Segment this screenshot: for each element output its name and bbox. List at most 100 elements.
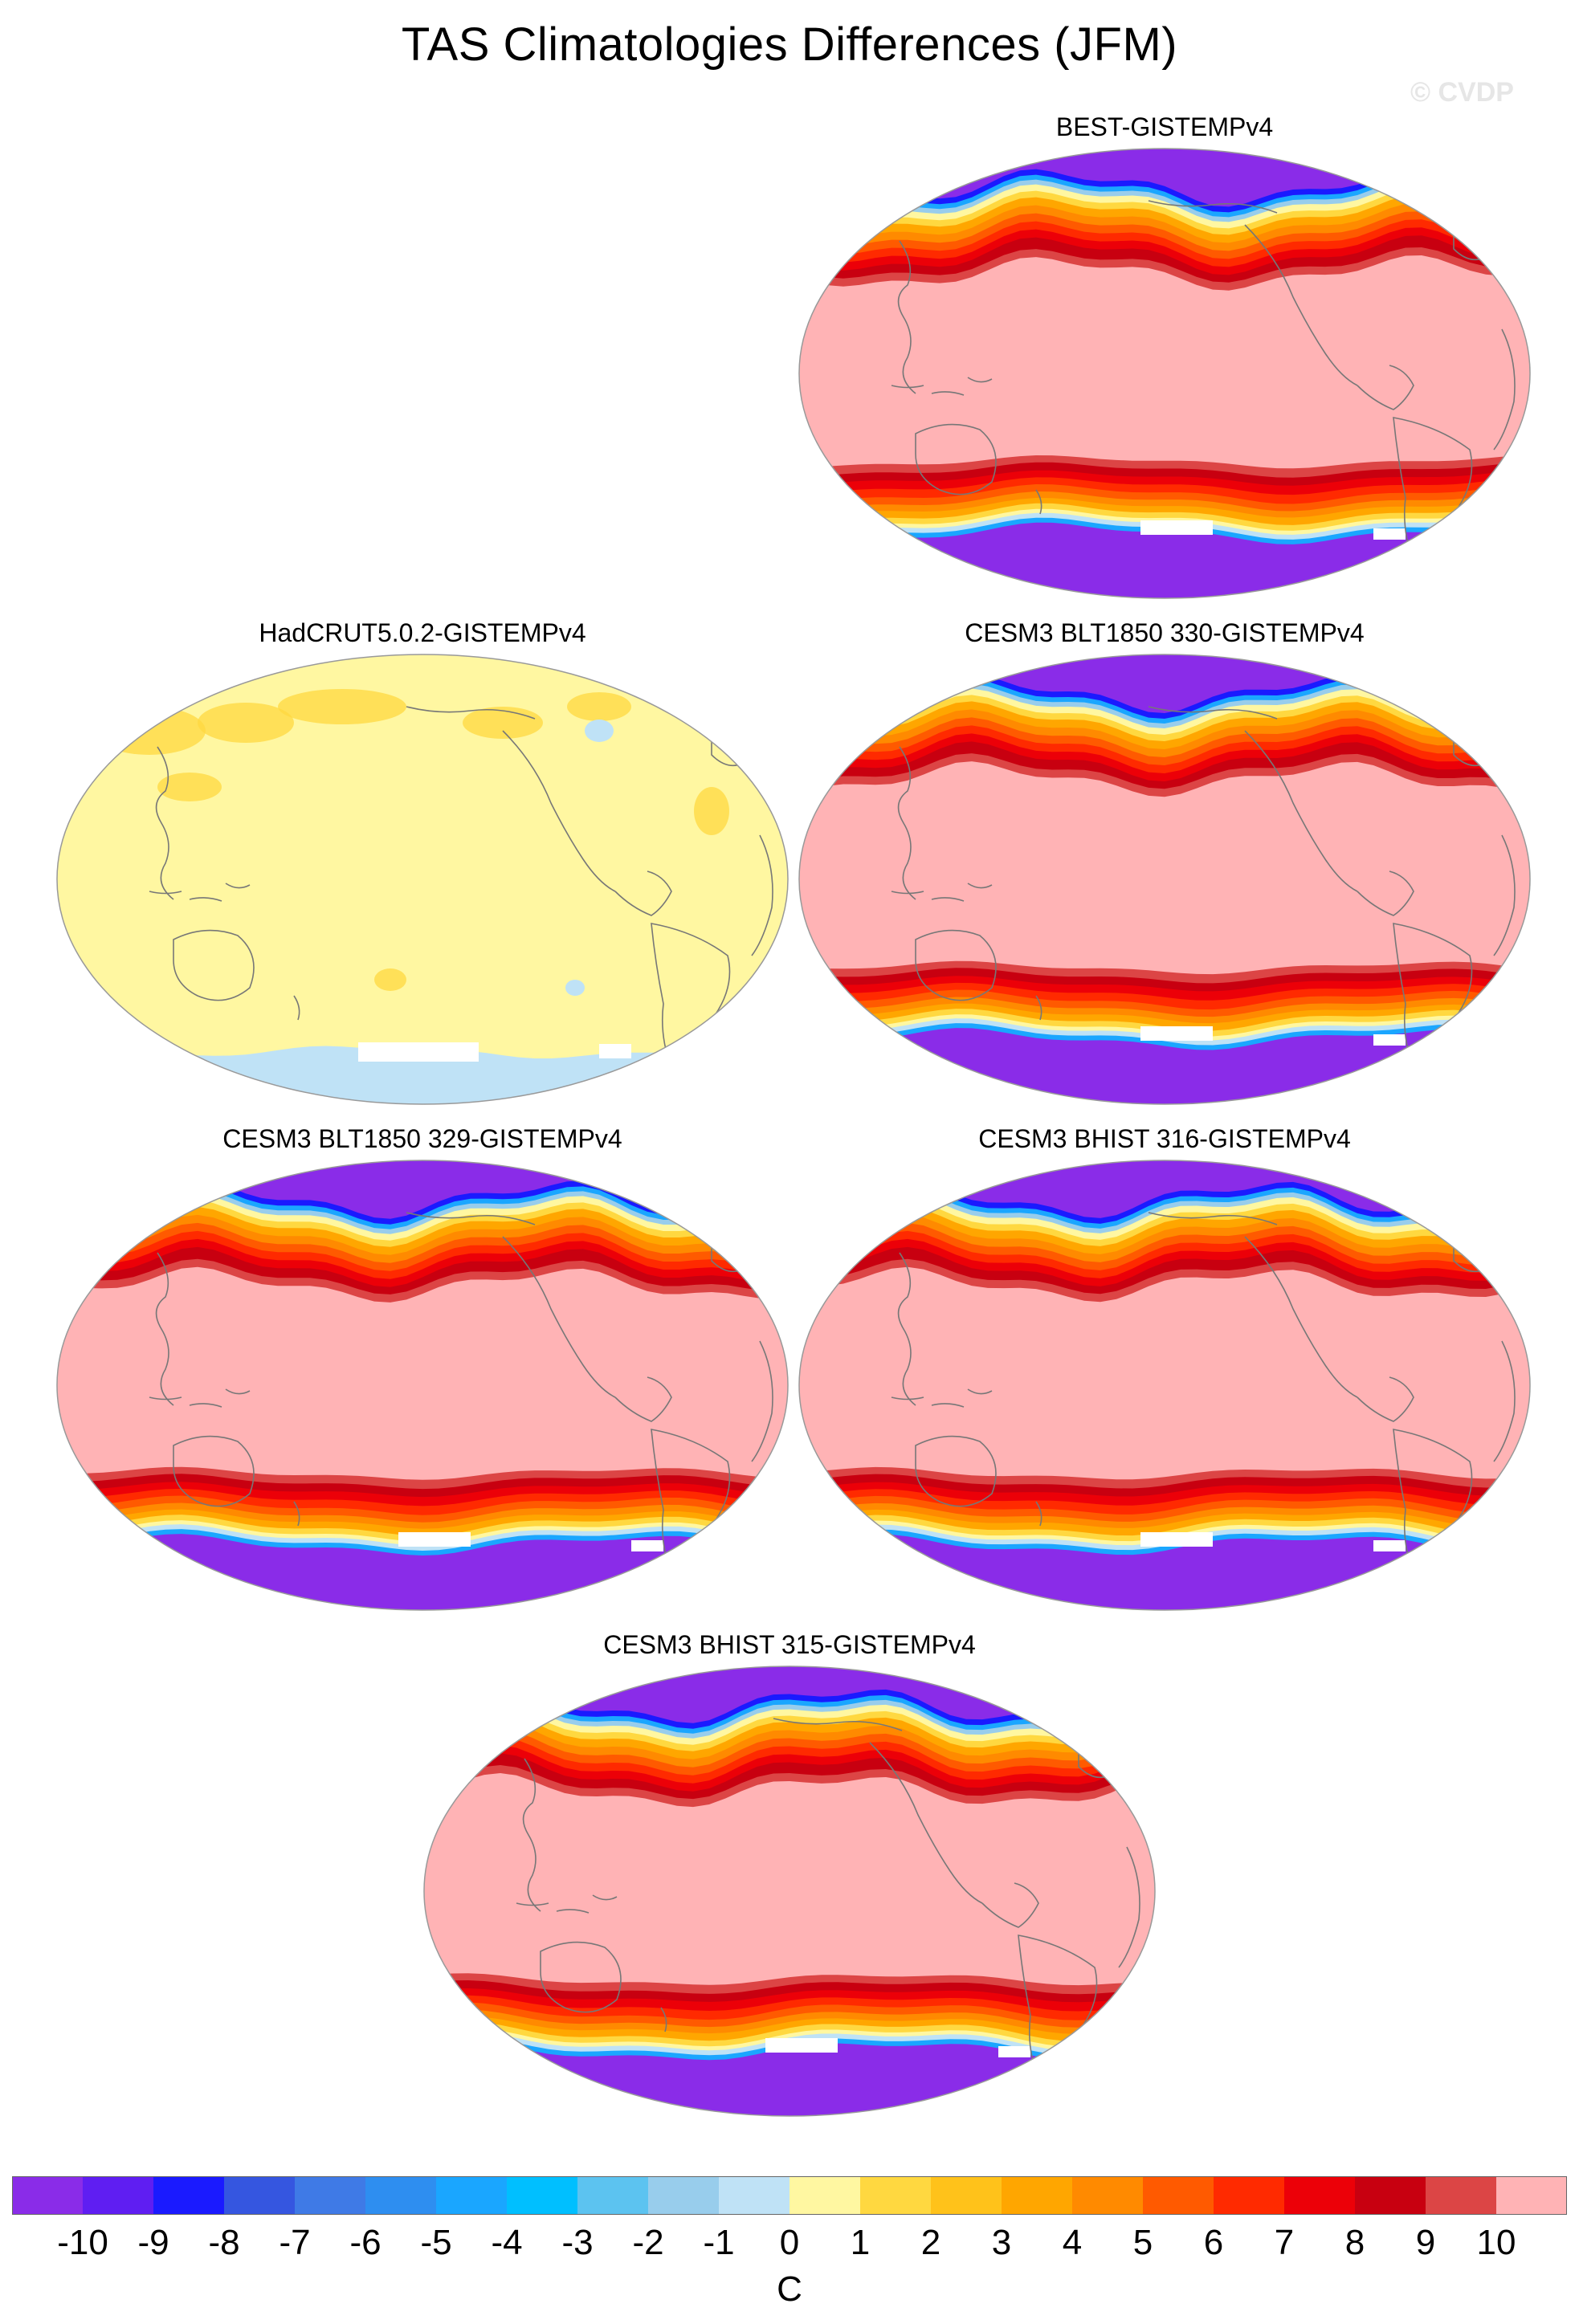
panel-title: CESM3 BLT1850 329-GISTEMPv4: [222, 1124, 622, 1153]
map-outline: [798, 654, 1531, 1105]
colorbar-unit: C: [777, 2269, 802, 2309]
near-zero-background: [57, 654, 788, 1104]
coastline-1: [891, 1388, 993, 1408]
coastline-1: [516, 1894, 618, 1914]
colorbar-tick-label: -2: [632, 2223, 664, 2262]
map-blt329: [56, 1160, 789, 1611]
coastline-4: [502, 1236, 616, 1398]
coastline-9: [751, 834, 773, 956]
coastline-1: [149, 1388, 251, 1408]
colorbar-segment: [719, 2176, 790, 2215]
missing-data: [1373, 1540, 1406, 1551]
coastline-3: [1035, 1501, 1042, 1527]
coastline-2: [915, 929, 997, 1001]
warm-anomaly-2: [278, 689, 406, 724]
colorbar-segment: [1143, 2176, 1214, 2215]
colorbar-tick-label: -8: [208, 2223, 240, 2262]
coastline-5: [614, 1376, 672, 1422]
panel-hadcrut: HadCRUT5.0.2-GISTEMPv4: [53, 618, 792, 1108]
map-outline: [798, 1160, 1531, 1611]
colorbar-segment: [648, 2176, 720, 2215]
coastline-1: [149, 883, 251, 902]
colorbar-tick-label: 9: [1415, 2223, 1436, 2262]
coastline-4: [502, 730, 616, 892]
colorbar-labels: -10 -9 -8 -7 -6 -5 -4 -3 -2 -1 0 1 2 3 4 5 6 7 8 9 10: [0, 2223, 1579, 2271]
panel-title: BEST-GISTEMPv4: [1055, 112, 1274, 141]
panel-blt330: CESM3 BLT1850 330-GISTEMPv4: [795, 618, 1534, 1108]
colorbar-tick-label: 8: [1344, 2223, 1365, 2262]
coastline-2: [173, 1435, 255, 1507]
colorbar-tick-label: -10: [57, 2223, 108, 2262]
missing-data: [631, 1540, 663, 1551]
coastline-9: [1493, 834, 1516, 956]
coastline-5: [981, 1882, 1039, 1928]
coastline-4: [1244, 1236, 1358, 1398]
colorbar-tick-label: -6: [349, 2223, 381, 2262]
colorbar-tick-label: -7: [279, 2223, 311, 2262]
coastline-7: [1148, 1212, 1278, 1225]
colorbar-segment: [577, 2176, 649, 2215]
colorbar-segment: [83, 2176, 154, 2215]
coastline-7: [406, 1212, 536, 1225]
coastline-5: [1357, 1376, 1414, 1422]
coastline-1: [891, 377, 993, 396]
colorbar-segment: [790, 2176, 861, 2215]
cold-anomaly: [565, 980, 585, 996]
missing-data: [1140, 1532, 1213, 1547]
colorbar-segment: [295, 2176, 366, 2215]
warm-anomaly-6: [694, 787, 729, 835]
warm-anomaly-5: [157, 773, 222, 801]
coastline-2: [173, 929, 255, 1001]
colorbar-tick-label: 5: [1132, 2223, 1153, 2262]
coastline-1: [891, 883, 993, 902]
colorbar-tick-label: -4: [491, 2223, 523, 2262]
panel-bhist316: CESM3 BHIST 316-GISTEMPv4: [795, 1124, 1534, 1614]
coastline-2: [915, 1435, 997, 1507]
warm-anomaly-0: [93, 707, 206, 755]
cold-anomaly: [585, 720, 614, 742]
coastline-4: [869, 1742, 983, 1904]
coastline-4: [1244, 224, 1358, 386]
cvdp-watermark: © CVDP: [1410, 77, 1514, 108]
coastline-7: [1148, 706, 1278, 720]
colorbar-segment: [1426, 2176, 1497, 2215]
colorbar-tick-label: 10: [1476, 2223, 1516, 2262]
colorbar-border: [12, 2176, 1567, 2215]
map-field: [57, 654, 788, 1104]
colorbar-segment: [860, 2176, 932, 2215]
colorbar-segment: [153, 2176, 225, 2215]
colorbar-segment: [365, 2176, 437, 2215]
map-bhist316: [798, 1160, 1531, 1611]
panel-best: BEST-GISTEMPv4: [795, 112, 1534, 602]
map-blt330: [798, 654, 1531, 1105]
colorbar-tick-label: 1: [850, 2223, 871, 2262]
map-field: [799, 1160, 1530, 1610]
coastline-5: [1357, 870, 1414, 916]
coastline-7: [773, 1718, 903, 1731]
colorbar-segment: [224, 2176, 296, 2215]
map-outline: [798, 148, 1531, 599]
coastline-0: [155, 746, 174, 900]
coastline-2: [540, 1941, 622, 2013]
map-outline: [56, 1160, 789, 1611]
panel-bhist315: CESM3 BHIST 315-GISTEMPv4: [420, 1630, 1159, 2120]
warm-anomaly-3: [463, 707, 543, 739]
panel-blt329: CESM3 BLT1850 329-GISTEMPv4: [53, 1124, 792, 1614]
coastline-3: [1035, 995, 1042, 1021]
coastline-0: [155, 1252, 174, 1406]
colorbar-segment: [507, 2176, 578, 2215]
warm-anomaly-4: [567, 692, 631, 721]
coastline-0: [897, 1252, 916, 1406]
colorbar-segment: [931, 2176, 1002, 2215]
missing-data: [765, 2038, 838, 2053]
colorbar-tick-label: 7: [1274, 2223, 1295, 2262]
panel-title: CESM3 BLT1850 330-GISTEMPv4: [965, 618, 1365, 647]
missing-data: [1373, 528, 1406, 540]
map-field: [799, 149, 1530, 598]
colorbar-tick-label: -9: [137, 2223, 169, 2262]
coastline-9: [1118, 1846, 1140, 1968]
colorbar-tick-label: 3: [991, 2223, 1012, 2262]
colorbar-segment: [1002, 2176, 1073, 2215]
missing-data: [1140, 1026, 1213, 1041]
map-best: [798, 148, 1531, 599]
